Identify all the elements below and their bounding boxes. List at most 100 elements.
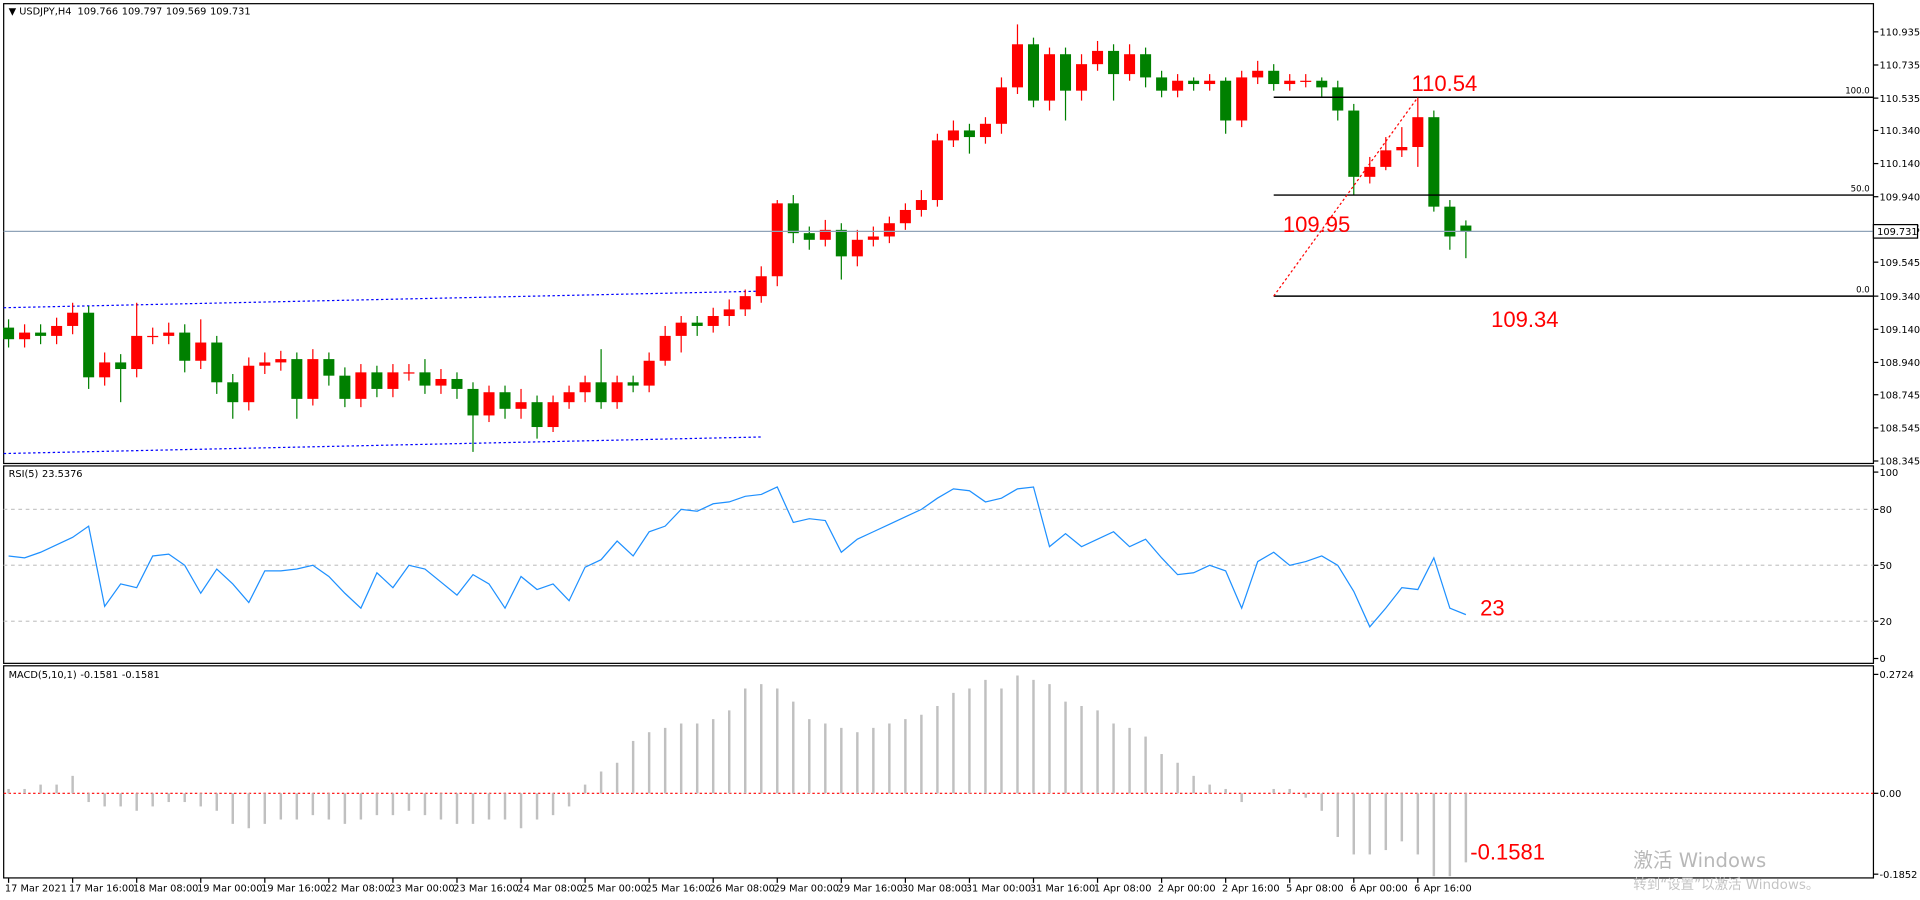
candle-body <box>883 223 895 237</box>
candle-body <box>1156 77 1168 91</box>
last-close: 109.731 <box>210 7 251 18</box>
candle-body <box>195 342 207 361</box>
macd-last: -0.1581 <box>80 670 118 681</box>
candle-body <box>851 239 863 257</box>
candle-body <box>1268 70 1280 85</box>
candle-body <box>1076 64 1088 91</box>
candle-body <box>579 382 591 393</box>
candle-body <box>1396 147 1408 151</box>
candle-body <box>643 360 655 386</box>
y-tick-label: 0 <box>1880 654 1886 665</box>
y-tick-label: 108.940 <box>1880 358 1920 369</box>
candle-body <box>1412 117 1424 148</box>
candle-body <box>1220 80 1232 121</box>
x-tick-label: 18 Mar 08:00 <box>133 883 198 894</box>
symbol: USDJPY,H4 <box>19 7 71 18</box>
candle-body <box>531 402 543 428</box>
y-tick-label: 0.2724 <box>1880 670 1914 681</box>
x-tick-label: 25 Mar 00:00 <box>581 883 646 894</box>
fibo-price-label: 109.34 <box>1491 307 1558 332</box>
candle-body <box>3 327 15 340</box>
candle-body <box>627 382 639 386</box>
y-tick-label: 109.940 <box>1880 192 1920 203</box>
candle-body <box>515 402 527 409</box>
candle-body <box>755 276 767 297</box>
y-tick-label: 110.935 <box>1880 28 1920 39</box>
candle-body <box>179 332 191 361</box>
y-tick-label: 109.340 <box>1880 292 1920 303</box>
candle-body <box>595 382 607 403</box>
candle-body <box>99 362 111 378</box>
channel-line <box>3 290 762 309</box>
candle-body <box>259 362 271 366</box>
candle-body <box>867 236 879 240</box>
y-tick-label: 108.545 <box>1880 424 1920 435</box>
x-tick-label: 25 Mar 16:00 <box>645 883 710 894</box>
fibo-price-label: 109.95 <box>1283 212 1350 237</box>
candle-body <box>163 332 175 336</box>
x-tick-label: 24 Mar 08:00 <box>517 883 582 894</box>
current-price-label: 109.731 <box>1877 227 1918 238</box>
candle-body <box>1092 50 1104 65</box>
candle-body <box>499 392 511 409</box>
candle-body <box>467 388 479 416</box>
candle-body <box>147 335 159 338</box>
candle-body <box>1011 44 1023 88</box>
y-tick-label: 109.140 <box>1880 325 1920 336</box>
fibo-level-label: 50.0 <box>1851 184 1870 194</box>
candle-body <box>1108 50 1120 75</box>
macd-title: MACD(5,10,1) <box>9 670 77 681</box>
candle-body <box>707 316 719 326</box>
macd-pane <box>3 665 1875 879</box>
candle-body <box>339 375 351 399</box>
candle-body <box>307 359 319 399</box>
candle-body <box>1284 80 1296 85</box>
candle-body <box>915 200 927 210</box>
candle-body <box>723 309 735 317</box>
y-tick-label: 110.340 <box>1880 126 1920 137</box>
y-tick-label: 0.00 <box>1880 789 1902 800</box>
y-tick-label: 80 <box>1880 505 1892 516</box>
candle-body <box>979 123 991 138</box>
candle-body <box>1332 87 1344 111</box>
candle-body <box>275 359 287 363</box>
candle-body <box>1444 206 1456 237</box>
candle-body <box>691 322 703 326</box>
x-tick-label: 31 Mar 00:00 <box>966 883 1031 894</box>
candle-body <box>1300 80 1312 82</box>
candle-body <box>1252 70 1264 78</box>
macd-signal-last: -0.1581 <box>122 670 160 681</box>
x-tick-label: 22 Mar 08:00 <box>325 883 390 894</box>
y-tick-label: 100 <box>1880 468 1899 479</box>
x-tick-label: 30 Mar 08:00 <box>902 883 967 894</box>
y-tick-label: 108.745 <box>1880 390 1920 401</box>
candle-body <box>1460 225 1472 232</box>
macd-annotation: -0.1581 <box>1470 840 1545 865</box>
candle-body <box>227 382 239 403</box>
candle-body <box>1380 150 1392 167</box>
candle-body <box>67 312 79 326</box>
rsi-annotation: 23 <box>1480 596 1505 621</box>
candle-body <box>1316 80 1328 88</box>
candle-body <box>931 140 943 201</box>
rsi-last: 23.5376 <box>42 469 83 480</box>
x-tick-label: 23 Mar 00:00 <box>389 883 454 894</box>
candle-body <box>1348 110 1360 177</box>
x-tick-label: 2 Apr 16:00 <box>1222 883 1280 894</box>
channel-line <box>3 436 762 455</box>
macd-header: MACD(5,10,1) -0.1581 -0.1581 <box>9 670 160 681</box>
menu-arrow: ▼ <box>9 7 20 18</box>
candle-body <box>1188 80 1200 85</box>
x-tick-label: 17 Mar 16:00 <box>69 883 134 894</box>
y-tick-label: 110.140 <box>1880 159 1920 170</box>
candle-body <box>835 229 847 257</box>
candle-body <box>243 365 255 403</box>
candle-body <box>611 382 623 403</box>
candle-body <box>1236 77 1248 121</box>
candle-body <box>675 322 687 336</box>
candle-body <box>51 325 63 336</box>
y-tick-label: 110.535 <box>1880 94 1920 105</box>
candle-body <box>419 372 431 386</box>
